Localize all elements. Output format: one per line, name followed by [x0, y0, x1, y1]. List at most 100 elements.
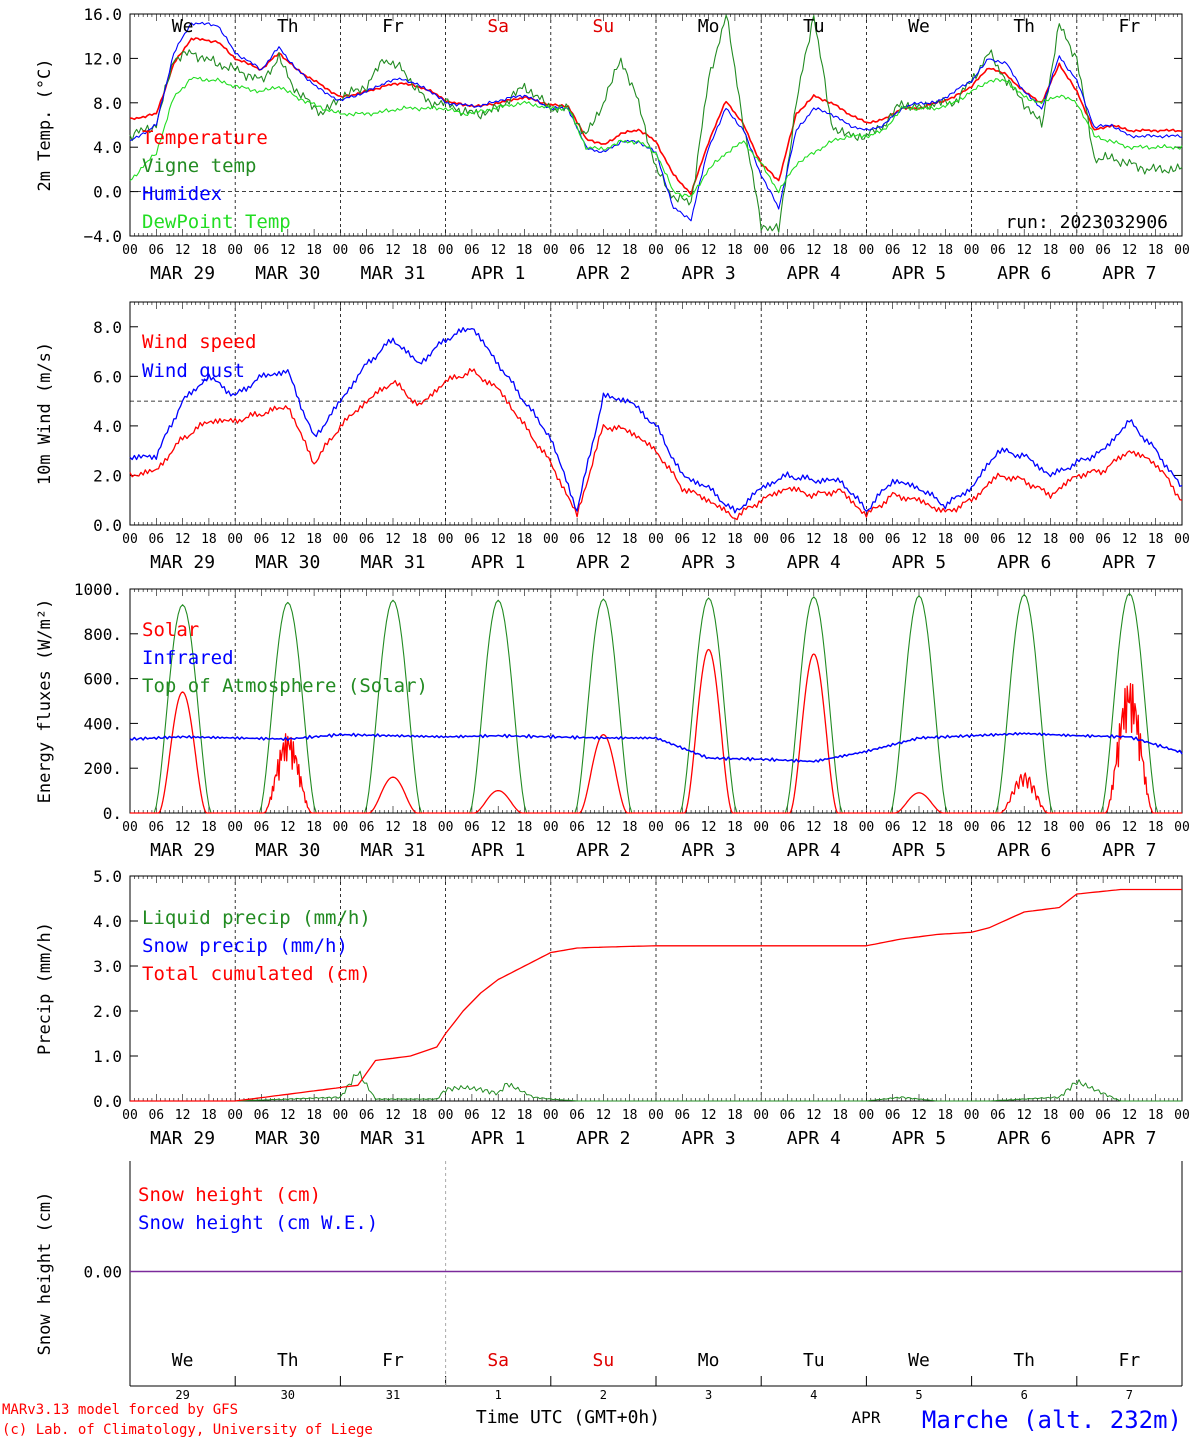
hour-tick-label: 12 [596, 820, 612, 835]
hour-tick-label: 00 [1174, 820, 1190, 835]
hour-tick-label: 06 [569, 820, 585, 835]
hour-tick-label: 00 [333, 1108, 349, 1123]
legend-entry: Wind gust [142, 360, 245, 382]
hour-tick-label: 00 [753, 532, 769, 547]
hour-tick-label: 06 [464, 820, 480, 835]
hour-tick-label: 06 [148, 243, 164, 258]
hour-tick-label: 18 [1148, 532, 1164, 547]
y-axis-label: 10m Wind (m/s) [35, 342, 55, 485]
weekday-label: Th [277, 1350, 299, 1371]
hour-tick-label: 06 [569, 243, 585, 258]
hour-tick-label: 12 [911, 243, 927, 258]
hour-tick-label: 12 [1016, 820, 1032, 835]
y-tick-label: 8.0 [93, 318, 122, 337]
hour-tick-label: 12 [1016, 1108, 1032, 1123]
hour-tick-label: 00 [122, 532, 138, 547]
hour-tick-label: 00 [1069, 820, 1085, 835]
hour-tick-label: 18 [727, 532, 743, 547]
hour-tick-label: 18 [622, 243, 638, 258]
hour-tick-label: 12 [385, 243, 401, 258]
date-label: APR 7 [1102, 552, 1156, 573]
hour-tick-label: 18 [622, 820, 638, 835]
date-label: APR 4 [787, 1128, 841, 1149]
hour-tick-label: 00 [648, 243, 664, 258]
x-axis-label: Time UTC (GMT+0h) [476, 1407, 660, 1428]
y-tick-label: 16.0 [83, 5, 122, 24]
hour-tick-label: 06 [674, 243, 690, 258]
hour-tick-label: 00 [333, 532, 349, 547]
hour-tick-label: 00 [1069, 1108, 1085, 1123]
hour-tick-label: 06 [464, 1108, 480, 1123]
hour-tick-label: 06 [359, 820, 375, 835]
hour-tick-label: 06 [464, 243, 480, 258]
date-label: APR 2 [576, 840, 630, 861]
hour-tick-label: 00 [859, 1108, 875, 1123]
hour-tick-label: 00 [753, 820, 769, 835]
total-cumulated-line [130, 888, 1182, 1102]
date-label: MAR 30 [255, 840, 320, 861]
hour-tick-label: 18 [201, 820, 217, 835]
hour-tick-label: 12 [806, 532, 822, 547]
hour-tick-label: 06 [1095, 1108, 1111, 1123]
date-label: APR 6 [997, 1128, 1051, 1149]
hour-tick-label: 06 [990, 820, 1006, 835]
panel-0 [129, 13, 1183, 237]
series-line [129, 327, 1183, 514]
date-label: APR 6 [997, 840, 1051, 861]
hour-tick-label: 12 [280, 532, 296, 547]
weekday-label: We [172, 1350, 194, 1371]
legend-entry: Snow height (cm W.E.) [138, 1212, 378, 1234]
hour-tick-label: 18 [727, 1108, 743, 1123]
hour-tick-label: 18 [306, 532, 322, 547]
legend-entry: Snow height (cm) [138, 1184, 321, 1206]
hour-tick-label: 18 [832, 820, 848, 835]
date-label: APR 5 [892, 840, 946, 861]
weekday-label: Mo [698, 16, 720, 37]
day-number-label: 2 [600, 1388, 607, 1402]
hour-tick-label: 18 [306, 243, 322, 258]
hour-tick-label: 18 [517, 532, 533, 547]
hour-tick-label: 00 [964, 820, 980, 835]
hour-tick-label: 18 [937, 532, 953, 547]
weekday-label: We [172, 16, 194, 37]
hour-tick-label: 06 [569, 1108, 585, 1123]
hour-tick-label: 00 [859, 243, 875, 258]
hour-tick-label: 18 [832, 1108, 848, 1123]
date-label: MAR 31 [360, 263, 425, 284]
panel-3 [129, 875, 1183, 1102]
weekday-label: Sa [487, 1350, 509, 1371]
y-axis-label: Snow height (cm) [35, 1192, 55, 1356]
hour-tick-label: 18 [201, 532, 217, 547]
date-label: MAR 29 [150, 263, 215, 284]
hour-tick-label: 18 [1043, 532, 1059, 547]
panel-1 [129, 301, 1183, 526]
hour-tick-label: 06 [148, 532, 164, 547]
y-tick-label: 2.0 [93, 466, 122, 485]
hour-tick-label: 00 [122, 820, 138, 835]
hour-tick-label: 12 [806, 1108, 822, 1123]
legend-entry: Vigne temp [142, 155, 256, 177]
hour-tick-label: 00 [964, 532, 980, 547]
hour-tick-label: 18 [411, 532, 427, 547]
date-label: MAR 31 [360, 840, 425, 861]
hour-tick-label: 00 [753, 1108, 769, 1123]
legend-entry: Infrared [142, 647, 234, 669]
hour-tick-label: 00 [227, 1108, 243, 1123]
hour-tick-label: 18 [1043, 820, 1059, 835]
legend-entry: Solar [142, 619, 199, 641]
series-line [129, 37, 1183, 196]
hour-tick-label: 12 [911, 1108, 927, 1123]
hour-tick-label: 12 [1016, 532, 1032, 547]
date-label: APR 3 [682, 552, 736, 573]
hour-tick-label: 00 [227, 243, 243, 258]
date-label: MAR 30 [255, 552, 320, 573]
hour-tick-label: 06 [254, 532, 270, 547]
hour-tick-label: 18 [1148, 243, 1164, 258]
date-label: APR 1 [471, 552, 525, 573]
hour-tick-label: 06 [674, 1108, 690, 1123]
hour-tick-label: 18 [622, 532, 638, 547]
hour-tick-label: 00 [122, 1108, 138, 1123]
hour-tick-label: 12 [596, 532, 612, 547]
hour-tick-label: 18 [517, 820, 533, 835]
hour-tick-label: 06 [990, 243, 1006, 258]
